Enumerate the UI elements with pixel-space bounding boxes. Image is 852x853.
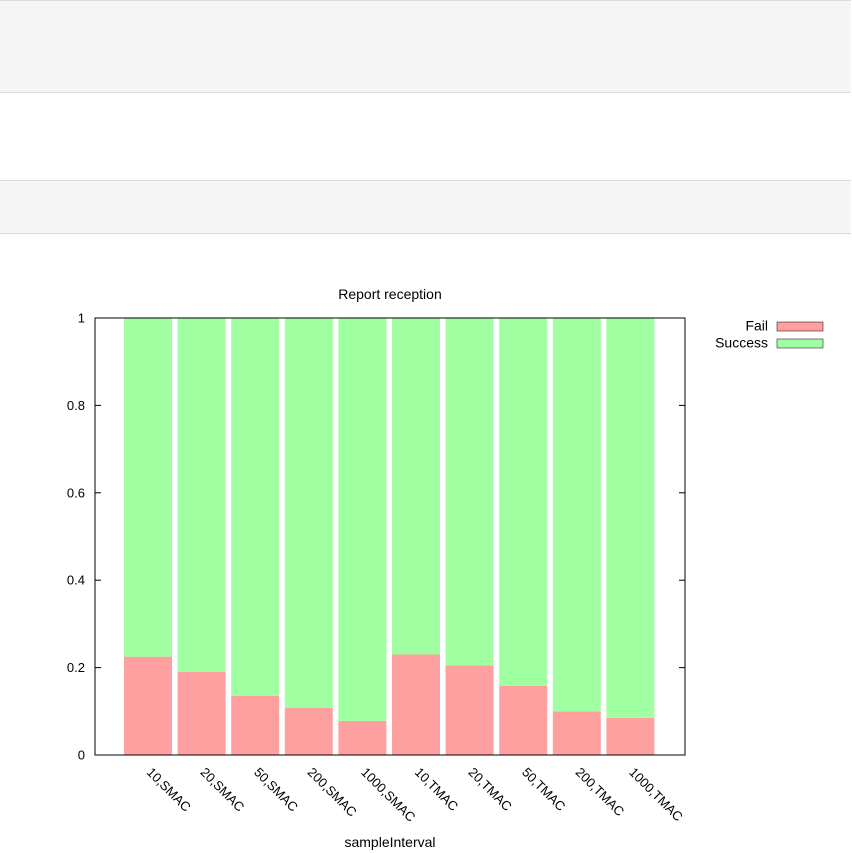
bar-success-8 bbox=[552, 318, 601, 712]
legend-label-success: Success bbox=[715, 335, 768, 351]
bar-fail-7 bbox=[499, 685, 548, 755]
x-tick-label: 200,TMAC bbox=[573, 765, 628, 820]
bar-success-9 bbox=[606, 318, 655, 718]
legend-swatch-fail bbox=[776, 321, 824, 332]
bar-fail-2 bbox=[231, 696, 280, 755]
y-tick-label: 0 bbox=[78, 748, 85, 763]
legend-swatch-success bbox=[776, 338, 824, 349]
bar-success-2 bbox=[231, 318, 280, 697]
bar-fail-3 bbox=[284, 707, 333, 755]
x-axis-label: sampleInterval bbox=[344, 834, 435, 850]
report-reception-chart: Report reception 10,SMAC 20,SMAC 50,SMAC 20… bbox=[67, 286, 824, 850]
x-tick-label: 20,TMAC bbox=[465, 765, 514, 814]
y-tick-label: 0.8 bbox=[67, 398, 85, 413]
bar-success-5 bbox=[392, 318, 440, 655]
chart-title: Report reception bbox=[338, 286, 442, 302]
x-tick-label: 10,TMAC bbox=[412, 765, 461, 814]
y-tick-label: 1 bbox=[78, 311, 85, 326]
bar-success-0 bbox=[124, 318, 172, 657]
bar-fail-4 bbox=[338, 720, 387, 755]
bar-success-7 bbox=[499, 318, 548, 686]
x-tick-label: 1000,SMAC bbox=[358, 765, 418, 825]
bar-fail-0 bbox=[124, 656, 172, 755]
bar-fail-1 bbox=[177, 671, 226, 755]
bar-fail-5 bbox=[392, 654, 440, 755]
bar-success-6 bbox=[445, 318, 494, 666]
bars-layer bbox=[124, 318, 655, 755]
x-tick-label: 20,SMAC bbox=[197, 765, 247, 815]
bar-fail-6 bbox=[445, 665, 494, 755]
middle-panel bbox=[0, 180, 851, 234]
legend-label-fail: Fail bbox=[745, 318, 768, 334]
x-tick-label: 50,TMAC bbox=[519, 765, 568, 814]
y-tick-label: 0.4 bbox=[67, 573, 85, 588]
y-tick-label: 0.6 bbox=[67, 485, 85, 500]
bar-success-1 bbox=[177, 318, 226, 672]
top-panel bbox=[0, 0, 851, 93]
bar-success-4 bbox=[338, 318, 387, 721]
x-tick-label: 1000,TMAC bbox=[626, 765, 686, 825]
bar-success-3 bbox=[284, 318, 333, 708]
bar-fail-8 bbox=[552, 711, 601, 755]
x-tick-label: 10,SMAC bbox=[144, 765, 194, 815]
plot-frame bbox=[94, 317, 686, 756]
bar-fail-9 bbox=[606, 717, 655, 755]
x-tick-label: 50,SMAC bbox=[251, 765, 301, 815]
y-tick-label: 0.2 bbox=[67, 660, 85, 675]
x-tick-label: 200,SMAC bbox=[305, 765, 360, 820]
